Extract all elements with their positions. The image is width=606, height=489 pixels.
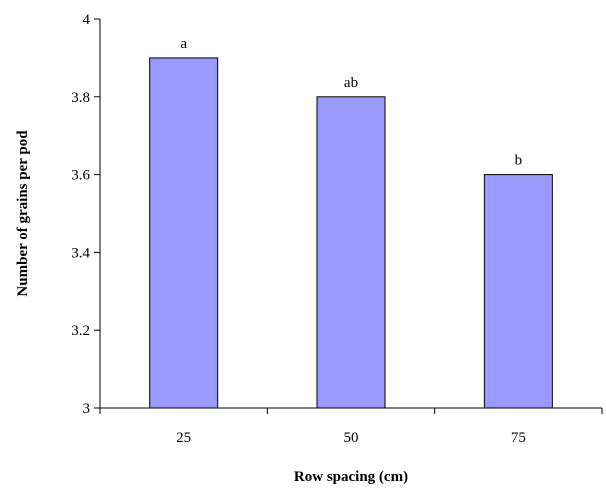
y-tick-label: 4 xyxy=(83,12,91,28)
x-tick-label-25: 25 xyxy=(176,430,191,446)
x-axis-title: Row spacing (cm) xyxy=(294,469,408,485)
x-tick-label-75: 75 xyxy=(511,430,526,446)
bar-25 xyxy=(149,57,219,409)
y-axis-title: Number of grains per pod xyxy=(15,130,31,297)
y-tick-label: 3 xyxy=(83,401,91,417)
bar-label-25: a xyxy=(180,36,187,52)
y-tick-label: 3.4 xyxy=(71,245,90,261)
bar-label-50: ab xyxy=(344,75,358,91)
bar-significance-labels: a ab b xyxy=(180,36,522,169)
bar-label-75: b xyxy=(515,153,523,169)
bar-50 xyxy=(316,96,386,409)
bar-75 xyxy=(483,174,553,409)
y-tick-label: 3.2 xyxy=(71,323,90,339)
y-axis-ticks: 3 3.2 3.4 3.6 3.8 4 xyxy=(71,12,100,417)
y-tick-label: 3.6 xyxy=(71,168,90,184)
x-axis-ticks: 25 50 75 xyxy=(99,408,603,446)
bars xyxy=(149,57,553,409)
y-tick-label: 3.8 xyxy=(71,90,90,106)
x-tick-label-50: 50 xyxy=(344,430,359,446)
